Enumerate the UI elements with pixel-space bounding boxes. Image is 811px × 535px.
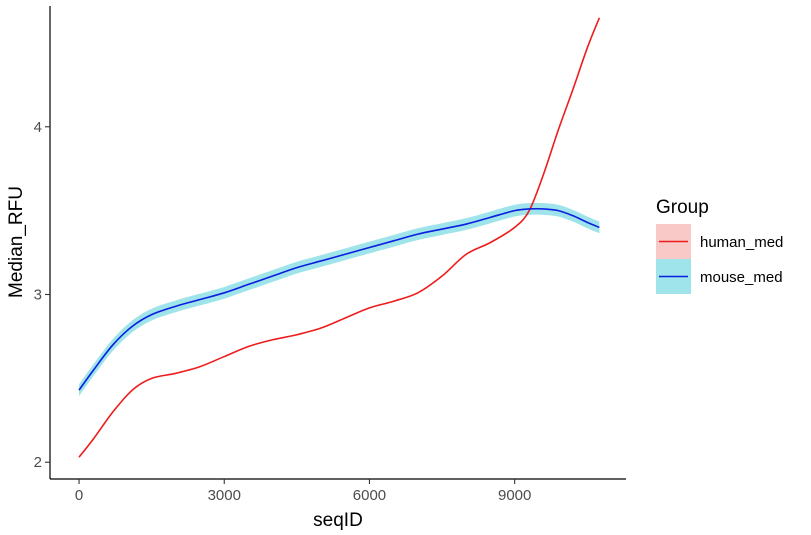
band-mouse_med	[79, 202, 600, 396]
x-tick-label: 9000	[498, 487, 531, 504]
y-tick-label: 4	[34, 119, 42, 136]
y-tick-label: 3	[34, 286, 42, 303]
legend-title: Group	[656, 197, 709, 218]
legend-label-human_med: human_med	[700, 234, 783, 251]
series-lines	[78, 17, 601, 458]
x-tick-label: 0	[75, 487, 83, 504]
x-axis-ticks: 0 3000 6000 9000	[75, 479, 531, 504]
legend-label-mouse_med: mouse_med	[700, 269, 783, 286]
legend-keys: human_med mouse_med	[656, 224, 783, 294]
x-axis-title: seqID	[313, 510, 363, 531]
y-axis-ticks: 2 3 4	[34, 119, 50, 471]
y-tick-label: 2	[34, 454, 42, 471]
line-mouse_med	[78, 207, 600, 391]
y-axis-title: Median_RFU	[6, 186, 27, 298]
x-tick-label: 6000	[353, 487, 386, 504]
legend: Group human_med mouse_med	[656, 197, 783, 294]
x-tick-label: 3000	[208, 487, 241, 504]
line-human_med	[78, 17, 601, 458]
confidence-bands	[79, 202, 600, 396]
